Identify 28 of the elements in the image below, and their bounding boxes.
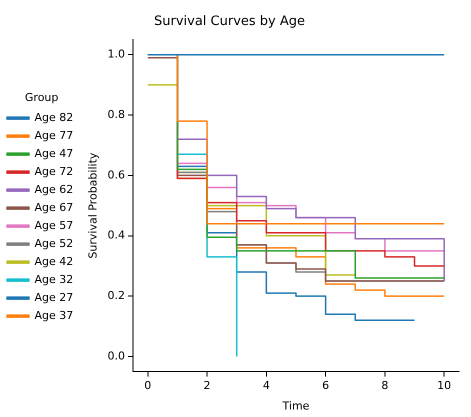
legend-label: Age 57 [34, 218, 74, 232]
y-tick-label: 0.4 [107, 228, 125, 242]
x-tick-label: 8 [381, 379, 388, 392]
x-axis-title: Time [282, 399, 310, 412]
legend-label: Age 32 [34, 272, 74, 286]
x-tick-label: 0 [144, 379, 152, 392]
legend-label: Age 77 [34, 128, 74, 142]
legend-label: Age 67 [34, 200, 74, 214]
legend-label: Age 52 [34, 236, 74, 250]
y-tick-label: 0.2 [107, 289, 125, 302]
legend-label: Age 37 [34, 308, 74, 322]
y-tick-label: 0.6 [107, 168, 125, 182]
y-axis-title: Survival Probability [86, 152, 100, 259]
legend-label: Age 47 [34, 146, 74, 160]
legend-label: Age 42 [34, 254, 74, 268]
x-tick-label: 6 [322, 379, 330, 392]
legend-label: Age 82 [34, 110, 74, 124]
y-tick-label: 0.0 [107, 349, 125, 362]
x-tick-label: 4 [262, 379, 270, 392]
legend-label: Age 27 [34, 290, 74, 304]
x-tick-label: 10 [437, 379, 452, 392]
legend-label: Age 62 [34, 182, 74, 196]
legend-title: Group [24, 90, 58, 104]
chart-title: Survival Curves by Age [154, 14, 306, 30]
y-tick-label: 1.0 [107, 48, 125, 61]
y-tick-label: 0.8 [107, 108, 125, 121]
x-tick-label: 2 [204, 379, 211, 392]
legend-label: Age 72 [34, 164, 74, 178]
